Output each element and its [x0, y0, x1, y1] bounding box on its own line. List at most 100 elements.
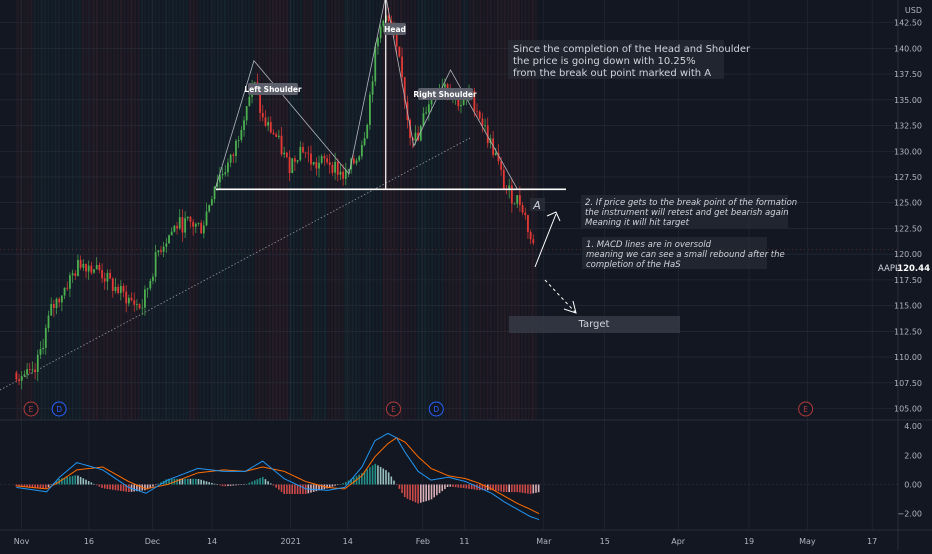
macd-histogram-bar — [374, 463, 377, 485]
macd-histogram-bar — [361, 473, 363, 485]
volume-column — [78, 0, 81, 420]
candle-body — [98, 265, 101, 271]
volume-column — [126, 0, 130, 420]
volume-column — [140, 0, 143, 420]
candle-body — [516, 195, 519, 204]
macd-histogram-bar — [117, 484, 119, 491]
volume-column — [168, 0, 171, 420]
candle-body — [427, 104, 430, 113]
macd-histogram-bar — [320, 484, 323, 490]
candle-body — [527, 215, 529, 232]
time-tick-label: 19 — [744, 537, 754, 546]
macd-histogram-bar — [438, 484, 441, 494]
candle-body — [162, 246, 165, 252]
macd-histogram-bar — [128, 484, 130, 493]
candle-body — [160, 250, 162, 252]
macd-histogram-bar — [184, 478, 186, 485]
macd-note-bg — [582, 237, 767, 269]
candle-body — [462, 96, 465, 105]
price-tick-label: 112.50 — [894, 327, 922, 336]
volume-column — [279, 0, 282, 420]
volume-column — [517, 0, 520, 420]
volume-column — [469, 0, 472, 420]
macd-histogram-bar — [310, 484, 312, 493]
candle-body — [18, 379, 20, 382]
candle-body — [176, 225, 178, 229]
candle-body — [323, 156, 326, 159]
macd-histogram-bar — [535, 484, 537, 493]
macd-histogram-bar — [328, 484, 331, 488]
macd-histogram-bar — [101, 484, 103, 488]
time-tick-label: 14 — [343, 537, 353, 546]
price-tick-label: 127.50 — [894, 173, 922, 182]
candle-body — [275, 134, 278, 137]
volume-column — [306, 0, 309, 420]
candle-body — [326, 158, 328, 163]
macd-histogram-bar — [280, 484, 283, 492]
candle-body — [200, 222, 203, 234]
volume-column — [196, 0, 199, 420]
volume-column — [44, 0, 47, 420]
candle-body — [74, 273, 77, 276]
candle-body — [444, 84, 446, 88]
candle-body — [130, 297, 133, 301]
ticker-dash: – — [895, 264, 899, 274]
event-marker — [798, 401, 814, 417]
candle-body — [117, 286, 120, 294]
macd-histogram-bar — [95, 484, 98, 486]
volume-column — [365, 0, 368, 420]
candle-body — [374, 46, 377, 82]
candle-body — [521, 204, 524, 213]
volume-column — [479, 0, 482, 420]
macd-histogram-bar — [20, 484, 23, 487]
right-shoulder-label-bg — [418, 88, 473, 100]
macd-histogram-bar — [144, 484, 146, 491]
macd-histogram-bar — [47, 484, 50, 487]
macd-histogram-bar — [251, 481, 253, 485]
candle-body — [304, 152, 307, 154]
candle-body — [26, 369, 28, 375]
volume-column — [109, 0, 112, 420]
macd-histogram-bar — [503, 484, 505, 492]
candle-body — [339, 171, 342, 175]
candle-body — [259, 93, 261, 113]
volume-column — [372, 0, 375, 420]
candle-body — [502, 169, 505, 189]
volume-column — [462, 0, 465, 420]
volume-column — [254, 0, 258, 420]
candle-body — [310, 153, 312, 165]
candle-body — [224, 172, 227, 175]
candle-body — [152, 276, 154, 281]
candle-body — [109, 272, 112, 279]
macd-histogram-bar — [430, 484, 433, 500]
macd-pane — [0, 432, 898, 521]
time-tick-label: 2021 — [281, 537, 301, 546]
macd-histogram-bar — [69, 476, 71, 485]
volume-column — [337, 0, 340, 420]
macd-histogram-bar — [203, 480, 205, 485]
candle-body — [192, 221, 195, 227]
macd-histogram-bar — [178, 478, 181, 485]
point-a-bg — [530, 198, 545, 211]
volume-column — [192, 0, 195, 420]
macd-histogram-bar — [411, 484, 414, 502]
volume-column — [247, 0, 251, 420]
candle-body — [377, 38, 379, 47]
volume-column — [317, 0, 320, 420]
macd-histogram-bar — [350, 479, 352, 485]
candle-body — [90, 265, 93, 273]
candle-body — [398, 46, 401, 57]
macd-note-line-1: 1. MACD lines are in oversold — [586, 240, 712, 250]
candle-body — [55, 298, 58, 309]
macd-histogram-bar — [157, 483, 160, 485]
time-tick-label: 16 — [84, 537, 94, 546]
volume-column — [54, 0, 57, 420]
candle-body — [173, 225, 176, 232]
volume-column — [133, 0, 137, 420]
macd-histogram-bar — [401, 484, 403, 494]
macd-histogram-bar — [221, 484, 224, 487]
candle-body — [144, 289, 146, 308]
macd-histogram-bar — [146, 484, 149, 490]
macd-histogram-bar — [433, 484, 435, 498]
